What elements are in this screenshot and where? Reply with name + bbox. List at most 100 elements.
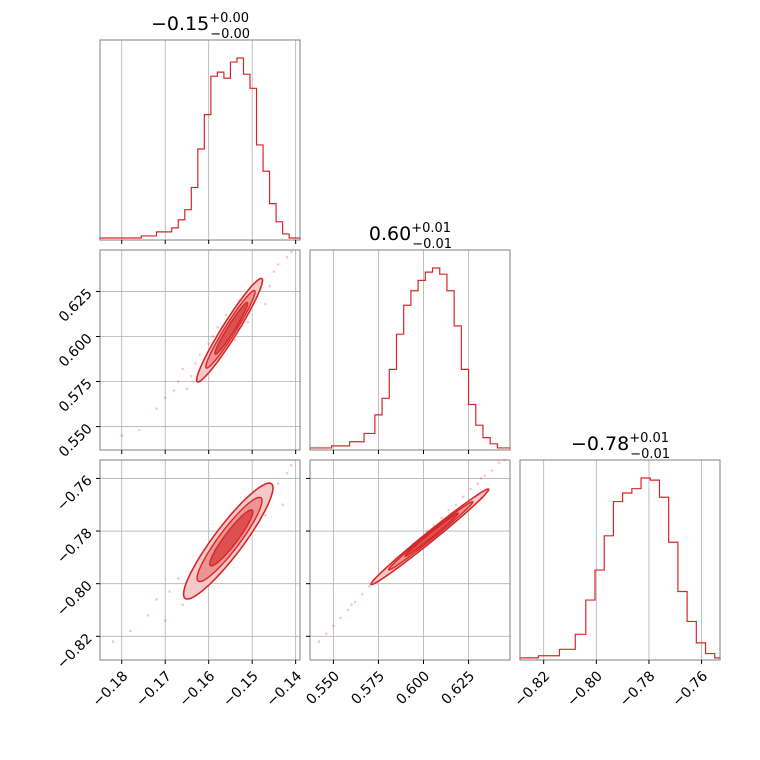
scatter-point <box>290 250 293 254</box>
scatter-point <box>440 516 443 520</box>
contour-level-3 <box>214 301 249 356</box>
title-plus: +0.00 <box>209 11 249 26</box>
scatter-point <box>120 434 124 437</box>
scatter-point <box>224 313 228 317</box>
y-tick-label: 0.575 <box>56 376 96 416</box>
scatter-point <box>211 335 215 338</box>
title-median: −0.15 <box>151 13 209 35</box>
scatter-point <box>490 469 494 472</box>
scatter-point <box>332 624 335 628</box>
x-tick-label: 0.550 <box>303 668 343 708</box>
scatter-point <box>447 508 451 512</box>
scatter-point <box>476 482 479 485</box>
x-tick-label: −0.15 <box>220 668 262 710</box>
scatter-point <box>176 380 180 383</box>
scatter-point <box>137 428 141 432</box>
scatter-point <box>198 353 202 356</box>
scatter-point <box>346 608 350 612</box>
scatter-point <box>290 463 293 467</box>
scatter-point <box>324 632 328 635</box>
x-tick-label: −0.18 <box>90 668 132 710</box>
scatter-point <box>263 513 267 517</box>
scatter-point <box>111 640 115 643</box>
scatter-point <box>185 387 189 391</box>
scatter-point <box>233 338 237 342</box>
pair-panel-1: −0.18 −0.17 −0.16 −0.15 −0.14 −0.82 −0.80 −0.78… <box>54 459 306 710</box>
scatter-point <box>285 471 289 475</box>
scatter-point <box>146 613 150 617</box>
scatter-point <box>479 477 483 480</box>
title-minus: −0.00 <box>210 27 250 42</box>
scatter-point <box>497 461 501 464</box>
x-tick-label: −0.78 <box>617 668 659 710</box>
pair-panel-0: 0.550 0.575 0.600 0.625 <box>56 249 301 461</box>
scatter-point <box>353 600 357 604</box>
panel-frame <box>99 459 301 661</box>
x-tick-label: −0.17 <box>133 668 175 710</box>
scatter-point <box>207 342 210 345</box>
scatter-point <box>155 407 158 410</box>
y-tick-label: 0.550 <box>56 421 96 461</box>
scatter-point <box>216 326 219 329</box>
y-tick-label: −0.78 <box>54 525 96 567</box>
pair-panel-2: 0.550 0.575 0.600 0.625 <box>303 458 511 708</box>
scatter-point <box>181 603 184 607</box>
scatter-point <box>350 603 353 607</box>
scatter-point <box>276 263 280 266</box>
scatter-point <box>172 389 176 392</box>
title-minus: −0.01 <box>630 447 670 462</box>
hist-panel-1: 0.60+0.01−0.01 <box>309 221 511 454</box>
scatter-point <box>129 629 132 633</box>
panel-title: −0.15+0.00 <box>151 11 249 35</box>
x-tick-label: −0.14 <box>264 668 306 710</box>
x-tick-label: −0.80 <box>564 668 606 710</box>
scatter-point <box>339 616 342 620</box>
y-tick-label: −0.80 <box>54 578 96 620</box>
scatter-point <box>155 598 158 601</box>
scatter-point <box>469 487 472 491</box>
scatter-point <box>194 362 197 365</box>
scatter-point <box>360 592 364 596</box>
x-tick-label: −0.76 <box>670 668 712 710</box>
contour-level-3 <box>208 509 254 567</box>
y-tick-label: 0.600 <box>56 331 96 371</box>
scatter-point <box>181 367 184 371</box>
scatter-point <box>190 374 193 378</box>
title-plus: +0.01 <box>629 431 669 446</box>
scatter-point <box>176 577 180 580</box>
scatter-point <box>368 585 371 588</box>
panel-frame <box>309 459 511 661</box>
scatter-point <box>281 503 284 507</box>
histogram-step <box>309 267 511 450</box>
title-minus: −0.01 <box>412 237 452 252</box>
scatter-point <box>276 482 280 485</box>
x-tick-label: −0.82 <box>512 668 554 710</box>
panel-frame <box>99 249 301 451</box>
x-tick-label: 0.600 <box>393 668 433 708</box>
scatter-point <box>454 503 458 507</box>
panel-frame <box>519 459 721 661</box>
histogram-step <box>519 477 721 660</box>
x-tick-label: 0.575 <box>348 668 388 708</box>
scatter-point <box>163 619 167 622</box>
panel-frame <box>99 39 301 241</box>
title-median: 0.60 <box>369 223 411 245</box>
scatter-point <box>163 396 167 400</box>
x-tick-label: 0.625 <box>439 668 479 708</box>
y-tick-label: −0.82 <box>54 631 96 673</box>
hist-panel-2: −0.82 −0.80 −0.78 −0.76−0.78+0.01−0.01 <box>512 431 721 710</box>
title-plus: +0.01 <box>411 221 451 236</box>
scatter-point <box>268 284 271 288</box>
scatter-point <box>285 255 289 259</box>
scatter-point <box>461 495 465 499</box>
panel-title: −0.78+0.01 <box>571 431 669 455</box>
scatter-point <box>246 320 250 324</box>
scatter-point <box>483 474 487 478</box>
title-median: −0.78 <box>571 433 629 455</box>
scatter-point <box>263 302 267 306</box>
scatter-point <box>272 270 276 273</box>
y-tick-label: −0.76 <box>54 473 96 515</box>
scatter-point <box>317 640 321 643</box>
panel-title: 0.60+0.01 <box>369 221 451 245</box>
